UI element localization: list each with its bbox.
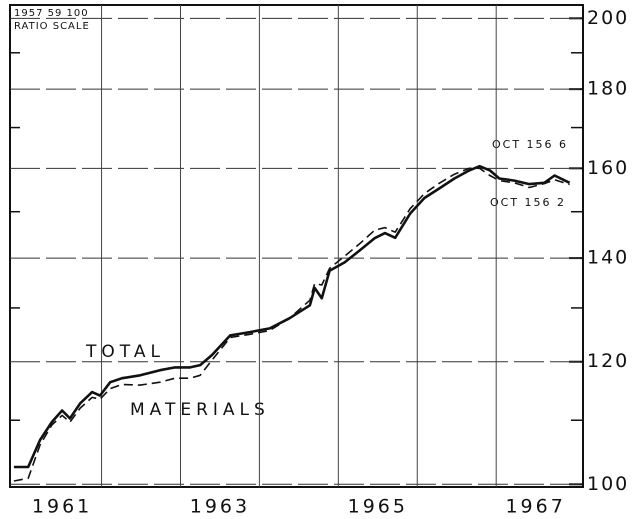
y-tick-label: 140 (587, 247, 629, 269)
annotation: 1957 59 100 (14, 8, 89, 19)
annotation: MATERIALS (130, 400, 270, 420)
y-tick-label: 200 (587, 7, 629, 29)
y-tick-label: 160 (587, 157, 629, 179)
x-tick-label: 1965 (348, 496, 408, 518)
annotation: OCT 156 2 (490, 196, 566, 209)
y-tick-label: 100 (587, 473, 629, 495)
annotation: TOTAL (85, 342, 165, 362)
y-tick-label: 180 (587, 78, 629, 100)
annotation: OCT 156 6 (492, 138, 568, 151)
plot-frame (9, 4, 584, 488)
x-tick-label: 1961 (32, 496, 92, 518)
annotation: RATIO SCALE (14, 21, 90, 32)
x-tick-label: 1963 (190, 496, 250, 518)
line-series (13, 167, 570, 482)
x-tick-label: 1967 (505, 496, 565, 518)
y-tick-label: 120 (587, 350, 629, 372)
line-series (13, 164, 571, 469)
